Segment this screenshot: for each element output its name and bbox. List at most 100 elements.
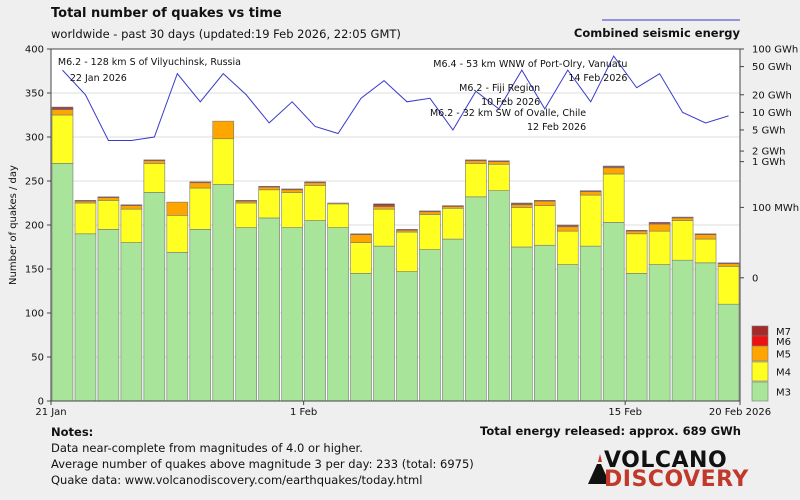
energy-legend: Combined seismic energy	[574, 19, 741, 40]
bar-m4-day-1	[51, 114, 74, 164]
bar-m4-day-30	[717, 266, 740, 305]
bar-m7-day-27	[648, 222, 671, 224]
bar-m3-day-10	[258, 217, 280, 402]
bar-m3-day-17	[419, 249, 441, 402]
bar-m4-day-12	[304, 185, 326, 221]
bar-m7-day-10	[258, 185, 280, 188]
bar-m3-day-16	[396, 271, 418, 402]
y-tick-label-0: 0	[38, 397, 44, 408]
bar-m5-day-13	[327, 202, 349, 205]
bar-m5-day-5	[143, 160, 166, 164]
bar-m7-day-4	[120, 204, 143, 206]
bar-m3-day-7	[189, 229, 212, 402]
energy-legend-label: Combined seismic energy	[574, 26, 741, 40]
bar-m4-day-21	[511, 207, 533, 248]
legend-swatch-m3	[751, 381, 769, 402]
bar-m3-day-5	[143, 192, 166, 402]
notes-heading: Notes:	[51, 425, 94, 439]
bar-m4-day-23	[556, 230, 579, 265]
bar-m4-day-10	[258, 189, 280, 219]
bar-m4-day-5	[143, 163, 166, 193]
bar-m4-day-20	[488, 163, 510, 191]
bar-m7-day-16	[396, 229, 418, 231]
energy-total: Total energy released: approx. 689 GWh	[480, 424, 741, 438]
bar-m5-day-26	[625, 230, 648, 235]
bar-m7-day-24	[579, 190, 602, 192]
legend-label-m3: M3	[776, 388, 791, 399]
bar-m5-day-30	[717, 263, 740, 267]
energy-tick-label-1: 50 GWh	[752, 62, 792, 73]
bar-m3-day-1	[51, 163, 74, 402]
bar-m5-day-11	[281, 189, 303, 193]
legend-swatch-m5	[751, 345, 769, 362]
bar-m7-day-15	[373, 203, 395, 206]
y-tick-label-4: 200	[25, 221, 44, 232]
bar-m5-day-10	[258, 186, 280, 191]
bar-m3-day-21	[511, 246, 533, 402]
bar-m7-day-7	[189, 181, 212, 184]
bar-m7-day-23	[556, 224, 579, 227]
bar-m7-day-25	[602, 165, 625, 168]
bar-m5-day-21	[511, 204, 533, 208]
note-average: Average number of quakes above magnitude…	[51, 457, 474, 471]
bar-m4-day-18	[442, 207, 464, 240]
bar-m7-day-21	[511, 202, 533, 205]
bar-m5-day-12	[304, 182, 326, 186]
bar-m4-day-29	[694, 238, 717, 264]
y-tick-label-1: 50	[31, 353, 44, 364]
energy-line	[62, 55, 729, 142]
bar-m7-day-5	[143, 159, 166, 162]
annotation-date-4: 12 Feb 2026	[527, 122, 586, 133]
bar-m7-day-28	[671, 216, 694, 219]
annotation-quake-4: M6.2 - 32 km SW of Ovalle, Chile	[430, 108, 586, 119]
energy-tick-label-5: 2 GWh	[752, 147, 786, 158]
bar-m7-day-2	[74, 200, 97, 202]
bar-m4-day-17	[419, 214, 441, 250]
bar-m7-day-19	[465, 159, 487, 162]
bar-m5-day-28	[671, 217, 694, 221]
bar-m4-day-22	[533, 205, 556, 246]
bar-m3-day-15	[373, 245, 395, 402]
bar-m4-day-9	[235, 202, 257, 228]
bar-m4-day-15	[373, 208, 395, 247]
energy-tick-label-3: 10 GWh	[752, 108, 792, 119]
energy-tick-label-2: 20 GWh	[752, 90, 792, 101]
bar-m3-day-6	[166, 251, 189, 402]
bar-m4-day-8	[212, 138, 235, 185]
bar-m3-day-22	[533, 244, 556, 402]
y-tick-label-7: 350	[25, 89, 44, 100]
bar-m5-day-17	[419, 211, 441, 215]
x-tick-label-3: 20 Feb 2026	[709, 407, 771, 418]
annotation-quake-1: M6.2 - 128 km S of Vilyuchinsk, Russia	[58, 57, 241, 68]
bar-m5-day-4	[120, 205, 143, 210]
bar-m4-day-11	[281, 192, 303, 228]
bar-m3-day-8	[212, 184, 235, 402]
bar-m7-day-3	[97, 196, 120, 199]
bar-m7-day-9	[235, 200, 257, 202]
bar-m3-day-11	[281, 227, 303, 402]
bar-m4-day-7	[189, 187, 212, 230]
legend-label-m5: M5	[776, 350, 791, 361]
bar-m4-day-26	[625, 233, 648, 274]
bar-m7-day-11	[281, 188, 303, 191]
axes: 0 50 100 150 200 250 300 350 400 21 Jan 1 Feb 15 Fe…	[25, 45, 799, 419]
volcano-discovery-logo: VOLCANO DISCOVERY	[586, 448, 756, 492]
energy-tick-label-7: 100 MWh	[752, 203, 799, 214]
bar-m7-day-22	[533, 200, 556, 202]
bar-m5-day-6	[166, 201, 189, 216]
bar-m4-day-16	[396, 231, 418, 272]
annotation-quake-2: M6.4 - 53 km WNW of Port-Olry, Vanuatu	[433, 59, 627, 70]
bar-m4-day-19	[465, 163, 487, 198]
bar-m7-day-18	[442, 205, 464, 207]
bar-m7-day-17	[419, 210, 441, 213]
bar-m4-day-14	[350, 242, 372, 274]
bar-m7-day-20	[488, 160, 510, 162]
bar-m3-day-20	[488, 190, 510, 402]
chart-subtitle: worldwide - past 30 days (updated:19 Feb…	[51, 27, 401, 41]
bar-m3-day-14	[350, 273, 372, 402]
annotation-date-2: 14 Feb 2026	[568, 73, 627, 84]
y-tick-label-5: 250	[25, 177, 44, 188]
notes-block: Notes: Data near-complete from magnitude…	[51, 424, 474, 488]
x-tick-label-0: 21 Jan	[35, 407, 66, 418]
